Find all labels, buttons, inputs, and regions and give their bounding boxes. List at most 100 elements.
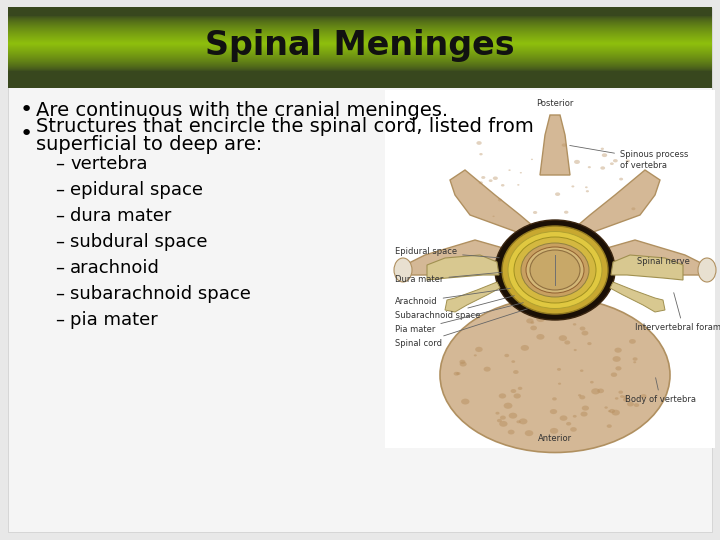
Text: –: – [55, 285, 64, 303]
Ellipse shape [611, 373, 617, 377]
Ellipse shape [525, 430, 534, 436]
Text: –: – [55, 233, 64, 251]
Ellipse shape [590, 381, 594, 383]
Text: Subarachnoid space: Subarachnoid space [395, 296, 514, 321]
Ellipse shape [510, 389, 516, 393]
Ellipse shape [394, 258, 412, 282]
Polygon shape [427, 255, 499, 280]
Ellipse shape [611, 410, 620, 416]
Polygon shape [570, 170, 660, 235]
Text: Anterior: Anterior [538, 434, 572, 443]
Ellipse shape [562, 144, 567, 147]
Ellipse shape [484, 367, 491, 372]
Ellipse shape [555, 192, 560, 196]
Polygon shape [540, 115, 570, 175]
Ellipse shape [582, 330, 588, 335]
Ellipse shape [564, 340, 570, 345]
Ellipse shape [604, 406, 608, 409]
Text: –: – [55, 207, 64, 225]
Ellipse shape [508, 170, 510, 171]
Ellipse shape [479, 181, 483, 184]
Ellipse shape [620, 395, 624, 398]
Ellipse shape [504, 354, 509, 357]
Text: epidural space: epidural space [70, 181, 203, 199]
Ellipse shape [521, 345, 529, 351]
Ellipse shape [602, 153, 607, 157]
Ellipse shape [514, 237, 596, 303]
Text: Posterior: Posterior [536, 99, 574, 108]
Ellipse shape [526, 247, 584, 293]
Ellipse shape [499, 393, 506, 399]
Ellipse shape [582, 406, 589, 410]
Text: Arachnoid: Arachnoid [395, 288, 510, 307]
Ellipse shape [566, 422, 571, 426]
Polygon shape [405, 240, 513, 275]
Ellipse shape [559, 335, 567, 341]
Ellipse shape [459, 362, 467, 367]
Ellipse shape [619, 178, 623, 180]
Text: Dura mater: Dura mater [395, 272, 503, 285]
Ellipse shape [531, 159, 533, 160]
Ellipse shape [570, 427, 577, 432]
Ellipse shape [492, 215, 495, 217]
Text: –: – [55, 181, 64, 199]
Polygon shape [597, 240, 705, 275]
Ellipse shape [498, 199, 502, 201]
Ellipse shape [459, 360, 465, 364]
Ellipse shape [503, 403, 513, 409]
Ellipse shape [578, 394, 581, 396]
Ellipse shape [495, 220, 615, 320]
Ellipse shape [586, 190, 589, 192]
Ellipse shape [456, 372, 461, 375]
Text: •: • [20, 124, 33, 144]
Text: vertebra: vertebra [70, 155, 148, 173]
Polygon shape [445, 282, 500, 312]
Ellipse shape [461, 399, 469, 404]
Text: Intervertebral foramen: Intervertebral foramen [635, 293, 720, 333]
Ellipse shape [626, 159, 630, 163]
Ellipse shape [552, 397, 557, 401]
Ellipse shape [627, 402, 634, 407]
Ellipse shape [609, 409, 615, 413]
Text: –: – [55, 311, 64, 329]
Text: pia mater: pia mater [70, 311, 158, 329]
Ellipse shape [519, 418, 528, 424]
Ellipse shape [698, 258, 716, 282]
Ellipse shape [492, 177, 498, 180]
Ellipse shape [521, 243, 589, 297]
Ellipse shape [615, 397, 618, 400]
Ellipse shape [634, 403, 639, 407]
Text: Spinous process
of vertebra: Spinous process of vertebra [570, 145, 688, 170]
Text: subdural space: subdural space [70, 233, 207, 251]
Ellipse shape [497, 419, 502, 422]
Ellipse shape [624, 396, 627, 399]
Bar [385, 90, 715, 448]
Text: Spinal Meninges: Spinal Meninges [205, 29, 515, 62]
Text: Are continuous with the cranial meninges.: Are continuous with the cranial meninges… [36, 100, 448, 119]
Ellipse shape [564, 211, 568, 214]
Ellipse shape [588, 166, 591, 168]
Ellipse shape [513, 394, 521, 399]
Ellipse shape [500, 416, 506, 420]
Ellipse shape [530, 326, 537, 330]
Text: subarachnoid space: subarachnoid space [70, 285, 251, 303]
Ellipse shape [600, 166, 605, 170]
Ellipse shape [511, 360, 516, 363]
Ellipse shape [440, 298, 670, 453]
Ellipse shape [531, 321, 534, 324]
Ellipse shape [608, 410, 611, 412]
Ellipse shape [474, 354, 477, 356]
Ellipse shape [613, 356, 621, 362]
Ellipse shape [489, 179, 492, 182]
Ellipse shape [508, 232, 602, 308]
Ellipse shape [574, 349, 577, 351]
Ellipse shape [518, 387, 523, 390]
Ellipse shape [600, 147, 604, 150]
Ellipse shape [580, 369, 583, 372]
Polygon shape [610, 282, 665, 312]
Ellipse shape [580, 395, 585, 400]
Text: Spinal nerve: Spinal nerve [637, 258, 690, 267]
Ellipse shape [591, 388, 600, 394]
Text: Structures that encircle the spinal cord, listed from: Structures that encircle the spinal cord… [36, 118, 534, 137]
Ellipse shape [533, 211, 537, 214]
